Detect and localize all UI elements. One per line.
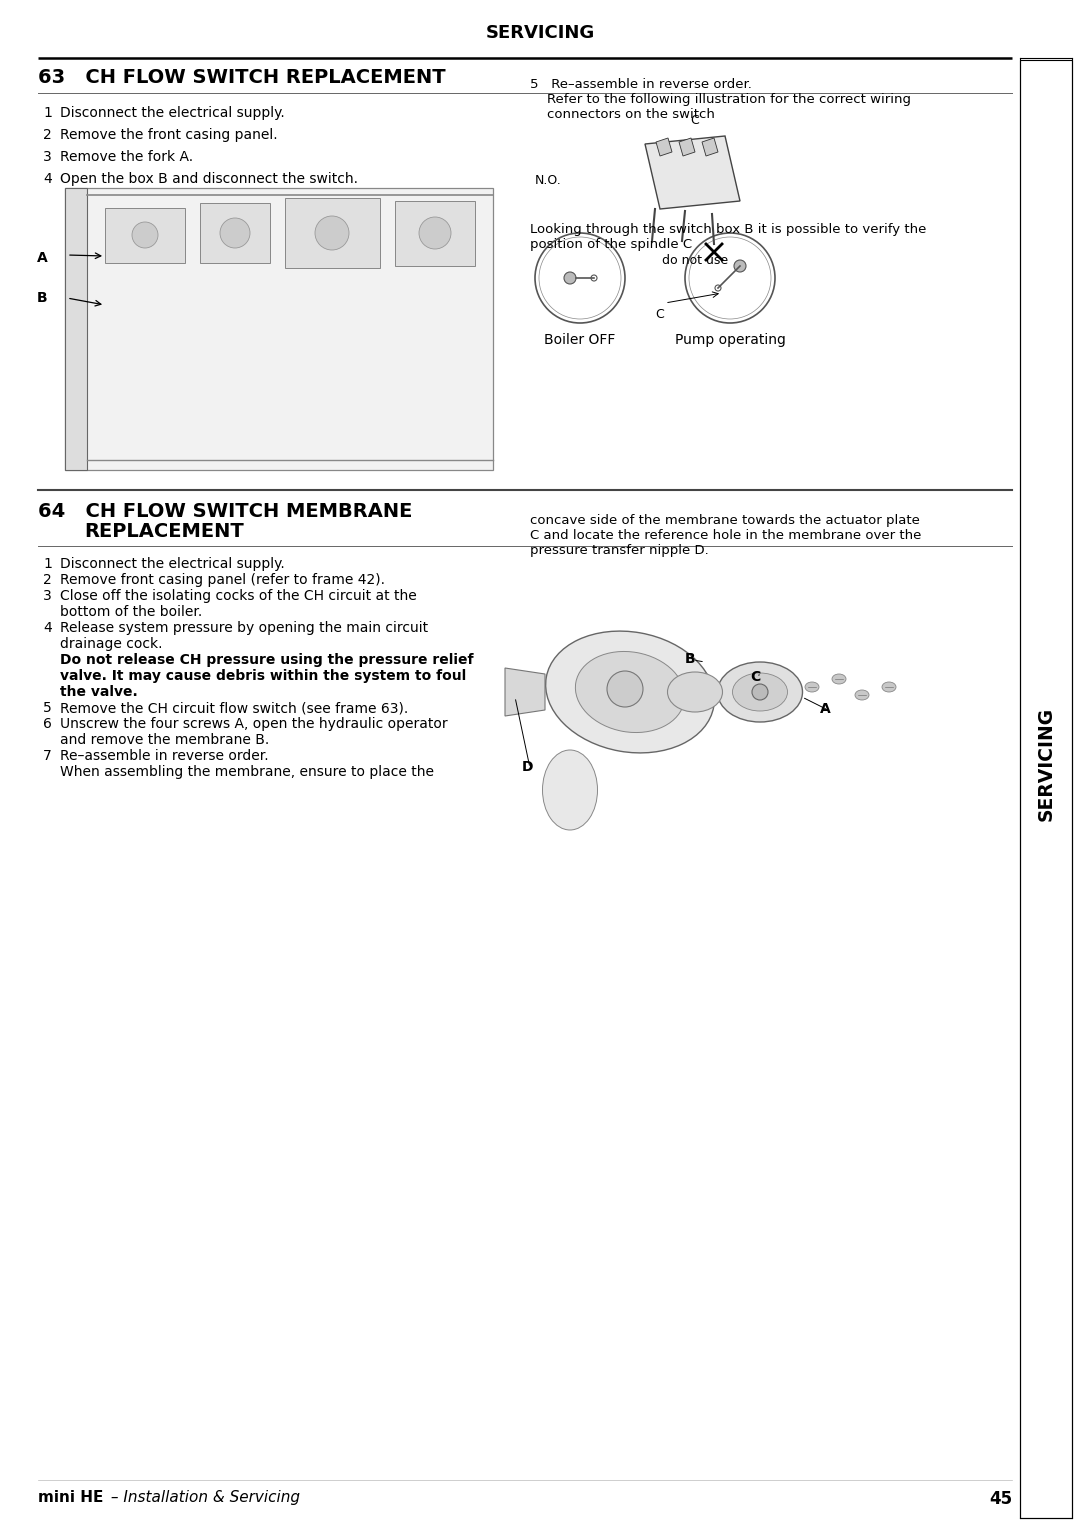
Text: B: B [685,652,696,666]
Text: B: B [37,290,48,306]
Text: Looking through the switch box B it is possible to verify the: Looking through the switch box B it is p… [530,223,927,235]
Text: 6: 6 [43,717,52,730]
Bar [395,202,475,266]
Ellipse shape [717,662,802,723]
Polygon shape [645,136,740,209]
Text: valve. It may cause debris within the system to foul: valve. It may cause debris within the sy… [60,669,467,683]
Text: C: C [750,669,760,685]
Text: Pump operating: Pump operating [675,333,785,347]
Text: A: A [820,701,831,717]
Circle shape [734,260,746,272]
Text: 1: 1 [43,558,52,571]
Ellipse shape [667,672,723,712]
Ellipse shape [855,691,869,700]
Text: Re–assemble in reverse order.: Re–assemble in reverse order. [60,749,269,762]
Text: N.O.: N.O. [535,174,562,186]
Polygon shape [702,138,718,156]
Text: Refer to the following illustration for the correct wiring: Refer to the following illustration for … [530,93,912,105]
Circle shape [591,275,597,281]
Text: Release system pressure by opening the main circuit: Release system pressure by opening the m… [60,620,428,636]
Circle shape [752,685,768,700]
Bar [285,199,380,267]
Text: 63   CH FLOW SWITCH REPLACEMENT: 63 CH FLOW SWITCH REPLACEMENT [38,69,446,87]
Text: SERVICING: SERVICING [1037,707,1055,821]
Text: 3: 3 [43,150,52,163]
Bar [1020,60,1072,1517]
Text: – Installation & Servicing: – Installation & Servicing [106,1490,300,1505]
Circle shape [419,217,451,249]
Ellipse shape [542,750,597,830]
Text: A: A [37,251,48,264]
Text: 5   Re–assemble in reverse order.: 5 Re–assemble in reverse order. [530,78,752,92]
Polygon shape [656,138,672,156]
Text: Remove the fork A.: Remove the fork A. [60,150,193,163]
Ellipse shape [882,681,896,692]
Text: the valve.: the valve. [60,685,138,698]
Text: Open the box B and disconnect the switch.: Open the box B and disconnect the switch… [60,173,357,186]
Circle shape [685,232,775,322]
Text: Remove front casing panel (refer to frame 42).: Remove front casing panel (refer to fram… [60,573,384,587]
Text: 2: 2 [43,128,52,142]
Ellipse shape [545,631,714,753]
Text: 5: 5 [43,701,52,715]
Text: pressure transfer nipple D.: pressure transfer nipple D. [530,544,708,558]
Text: C and locate the reference hole in the membrane over the: C and locate the reference hole in the m… [530,529,921,542]
Text: Boiler OFF: Boiler OFF [544,333,616,347]
Text: When assembling the membrane, ensure to place the: When assembling the membrane, ensure to … [60,766,434,779]
Circle shape [315,215,349,251]
Ellipse shape [832,674,846,685]
Text: 3: 3 [43,588,52,604]
Text: Disconnect the electrical supply.: Disconnect the electrical supply. [60,105,285,121]
Text: 1: 1 [43,105,52,121]
Bar [105,208,185,263]
Text: 7: 7 [43,749,52,762]
Ellipse shape [732,672,787,711]
Text: drainage cock.: drainage cock. [60,637,162,651]
Bar [200,203,270,263]
Bar [65,188,492,471]
Text: C: C [690,115,699,127]
Text: SERVICING: SERVICING [485,24,595,41]
Ellipse shape [805,681,819,692]
Text: 45: 45 [989,1490,1012,1508]
Circle shape [220,219,249,248]
Circle shape [564,272,576,284]
Text: Remove the CH circuit flow switch (see frame 63).: Remove the CH circuit flow switch (see f… [60,701,408,715]
Text: Do not release CH pressure using the pressure relief: Do not release CH pressure using the pre… [60,652,473,668]
Text: C: C [654,309,664,321]
Text: and remove the membrane B.: and remove the membrane B. [60,733,269,747]
Circle shape [607,671,643,707]
Text: concave side of the membrane towards the actuator plate: concave side of the membrane towards the… [530,513,920,527]
Text: connectors on the switch: connectors on the switch [530,108,715,121]
Text: Remove the front casing panel.: Remove the front casing panel. [60,128,278,142]
Text: bottom of the boiler.: bottom of the boiler. [60,605,202,619]
Polygon shape [679,138,696,156]
Polygon shape [505,668,545,717]
Text: do not use: do not use [662,254,728,267]
Text: position of the spindle C: position of the spindle C [530,238,692,251]
Text: REPLACEMENT: REPLACEMENT [84,523,244,541]
Text: 2: 2 [43,573,52,587]
Text: Disconnect the electrical supply.: Disconnect the electrical supply. [60,558,285,571]
Text: mini HE: mini HE [38,1490,104,1505]
Text: Unscrew the four screws A, open the hydraulic operator: Unscrew the four screws A, open the hydr… [60,717,447,730]
Text: 4: 4 [43,620,52,636]
Text: 64   CH FLOW SWITCH MEMBRANE: 64 CH FLOW SWITCH MEMBRANE [38,503,413,521]
Text: Close off the isolating cocks of the CH circuit at the: Close off the isolating cocks of the CH … [60,588,417,604]
Text: D: D [522,759,534,775]
Bar [65,188,87,471]
Ellipse shape [576,651,685,732]
Circle shape [715,286,721,290]
Circle shape [132,222,158,248]
Circle shape [535,232,625,322]
Text: 4: 4 [43,173,52,186]
